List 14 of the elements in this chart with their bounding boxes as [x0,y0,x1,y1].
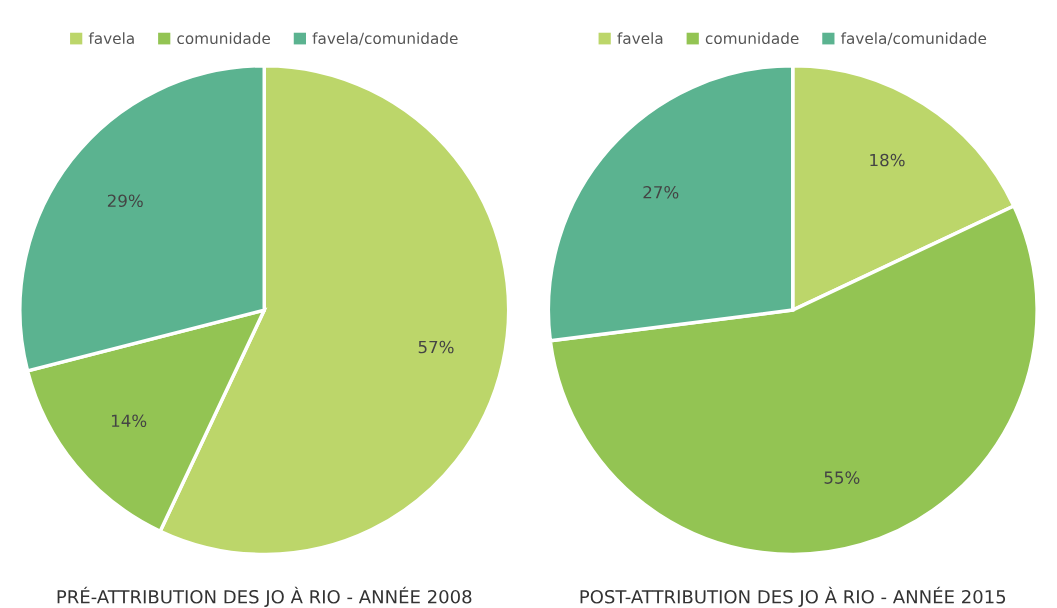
legend-label: favela [617,32,663,45]
data-label: 27% [643,185,679,199]
legend-label: comunidade [705,32,799,45]
legend-label: favela/comunidade [840,32,987,46]
legend-label: favela/comunidade [312,32,458,46]
data-label: 57% [418,340,454,354]
data-label: 14% [111,414,147,428]
data-label: 18% [870,153,905,167]
data-label: 55% [824,471,860,484]
legend-label: comunidade [177,32,271,45]
text: PRÉ-ATTRIBUTION DES JO À RIO - ANNÉE 2008 [57,586,472,607]
text: POST-ATTRIBUTION DES JO À RIO - ANNÉE 2015 [580,586,1006,607]
legend-label: favela [88,32,134,45]
data-label: 29% [107,194,143,208]
